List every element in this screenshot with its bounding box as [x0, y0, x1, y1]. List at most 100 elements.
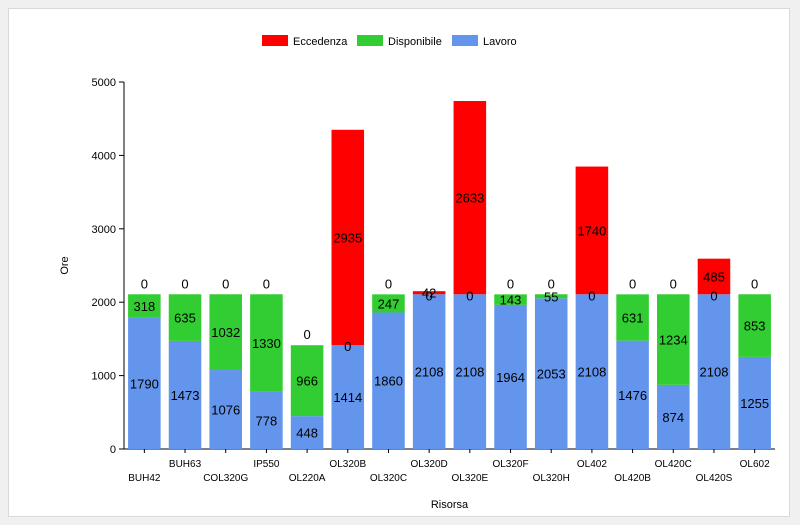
data-label-disponibile: 631 — [622, 311, 644, 326]
x-category-label: COL320G — [203, 473, 248, 484]
data-label-disponibile: 0 — [466, 288, 473, 303]
data-label-lavoro: 874 — [662, 410, 684, 425]
bar-lavoro-buh42 — [128, 317, 161, 449]
data-label-disponibile: 0 — [710, 288, 717, 303]
x-category-label: OL420B — [614, 473, 651, 484]
legend-swatch-lavoro — [452, 35, 478, 46]
bar-lavoro-ol220a — [290, 416, 324, 449]
data-label-lavoro: 1790 — [130, 376, 159, 391]
legend-label-eccedenza: Eccedenza — [293, 36, 348, 48]
y-tick-label: 3000 — [92, 224, 116, 236]
data-label-eccedenza: 1740 — [577, 223, 606, 238]
x-category-label: OL220A — [289, 473, 326, 484]
x-category-label: OL320H — [533, 473, 570, 484]
x-category-label: OL420C — [655, 459, 692, 470]
data-label-lavoro: 1476 — [618, 388, 647, 403]
bar-disponibile-buh42 — [128, 294, 161, 318]
y-tick-label: 2000 — [92, 297, 116, 309]
bar-disponibile-ol320h — [534, 294, 568, 299]
y-axis-title: Ore — [59, 256, 71, 274]
data-label-lavoro: 2108 — [415, 365, 444, 380]
bar-disponibile-ol420b — [616, 294, 649, 341]
bar-disponibile-col320g — [209, 294, 242, 371]
data-label-eccedenza: 0 — [303, 327, 310, 342]
data-label-lavoro: 1473 — [171, 388, 200, 403]
bars — [128, 101, 771, 449]
data-label-lavoro: 2108 — [455, 365, 484, 380]
data-label-eccedenza: 485 — [703, 269, 725, 284]
bar-eccedenza-ol320d — [412, 291, 446, 295]
data-label-disponibile: 1234 — [659, 333, 688, 348]
data-label-eccedenza: 2935 — [333, 230, 362, 245]
bar-lavoro-ol320h — [534, 298, 568, 449]
data-label-eccedenza: 0 — [181, 276, 188, 291]
data-label-eccedenza: 0 — [507, 276, 514, 291]
legend-label-lavoro: Lavoro — [483, 36, 517, 48]
bar-lavoro-ol420c — [657, 384, 690, 449]
bar-lavoro-buh63 — [168, 340, 202, 449]
bar-disponibile-ol320f — [494, 294, 527, 305]
bar-eccedenza-ol402 — [575, 166, 609, 295]
bar-disponibile-ol320c — [372, 294, 405, 313]
data-label-lavoro: 2108 — [577, 365, 606, 380]
bar-lavoro-ol320f — [494, 304, 527, 449]
data-label-lavoro: 2108 — [700, 365, 729, 380]
data-labels: 1790 318 0 1473 635 0 1076 1032 0 778 1330 0 448 966 0… — [130, 191, 769, 441]
bar-lavoro-ol420s — [697, 294, 731, 449]
bar-lavoro-ol602 — [738, 356, 771, 449]
data-label-eccedenza: 42 — [422, 286, 436, 301]
bar-lavoro-ol320e — [453, 294, 487, 449]
data-label-eccedenza: 0 — [548, 276, 555, 291]
y-tick-label: 0 — [110, 444, 116, 456]
data-label-lavoro: 1255 — [740, 396, 769, 411]
y-tick-label: 5000 — [92, 77, 116, 89]
legend-swatch-disponibile — [357, 35, 383, 46]
x-category-label: IP550 — [253, 459, 280, 470]
data-label-lavoro: 1860 — [374, 374, 403, 389]
data-label-disponibile: 247 — [378, 296, 400, 311]
data-label-eccedenza: 0 — [263, 276, 270, 291]
bar-disponibile-ol220a — [290, 345, 324, 417]
data-label-eccedenza: 0 — [629, 276, 636, 291]
bar-eccedenza-ol320e — [453, 101, 487, 295]
x-category-label: BUH42 — [128, 473, 161, 484]
data-label-lavoro: 1076 — [211, 403, 240, 418]
bar-disponibile-ol420c — [657, 294, 690, 385]
bar-disponibile-ol602 — [738, 294, 771, 357]
data-label-eccedenza: 0 — [222, 276, 229, 291]
legend: Eccedenza Disponibile Lavoro — [262, 35, 517, 48]
bar-lavoro-ol420b — [616, 340, 649, 449]
data-label-eccedenza: 0 — [670, 276, 677, 291]
x-category-label: OL320F — [492, 459, 528, 470]
x-category-label: OL320B — [329, 459, 366, 470]
bar-lavoro-ol320c — [372, 312, 405, 449]
bar-lavoro-col320g — [209, 370, 242, 449]
data-label-lavoro: 1964 — [496, 370, 525, 385]
x-category-label: OL420S — [696, 473, 733, 484]
bar-eccedenza-ol420s — [697, 258, 731, 295]
x-category-label: OL602 — [740, 459, 770, 470]
data-label-lavoro: 1414 — [333, 390, 362, 405]
y-tick-label: 4000 — [92, 150, 116, 162]
data-label-lavoro: 778 — [256, 413, 278, 428]
data-label-disponibile: 318 — [133, 299, 155, 314]
data-label-eccedenza: 0 — [141, 276, 148, 291]
bar-lavoro-ip550 — [250, 391, 283, 449]
data-label-lavoro: 448 — [296, 426, 318, 441]
bar-lavoro-ol320d — [412, 294, 446, 449]
data-label-disponibile: 55 — [544, 289, 558, 304]
data-label-eccedenza: 0 — [751, 276, 758, 291]
x-category-label: BUH63 — [169, 459, 202, 470]
bar-disponibile-ip550 — [250, 294, 283, 392]
data-label-disponibile: 1330 — [252, 336, 281, 351]
x-category-label: OL320D — [411, 459, 448, 470]
legend-swatch-eccedenza — [262, 35, 288, 46]
y-tick-label: 1000 — [92, 371, 116, 383]
data-label-disponibile: 1032 — [211, 325, 240, 340]
bar-lavoro-ol320b — [331, 345, 365, 449]
data-label-disponibile: 0 — [344, 339, 351, 354]
legend-label-disponibile: Disponibile — [388, 36, 442, 48]
bar-lavoro-ol402 — [575, 294, 609, 449]
